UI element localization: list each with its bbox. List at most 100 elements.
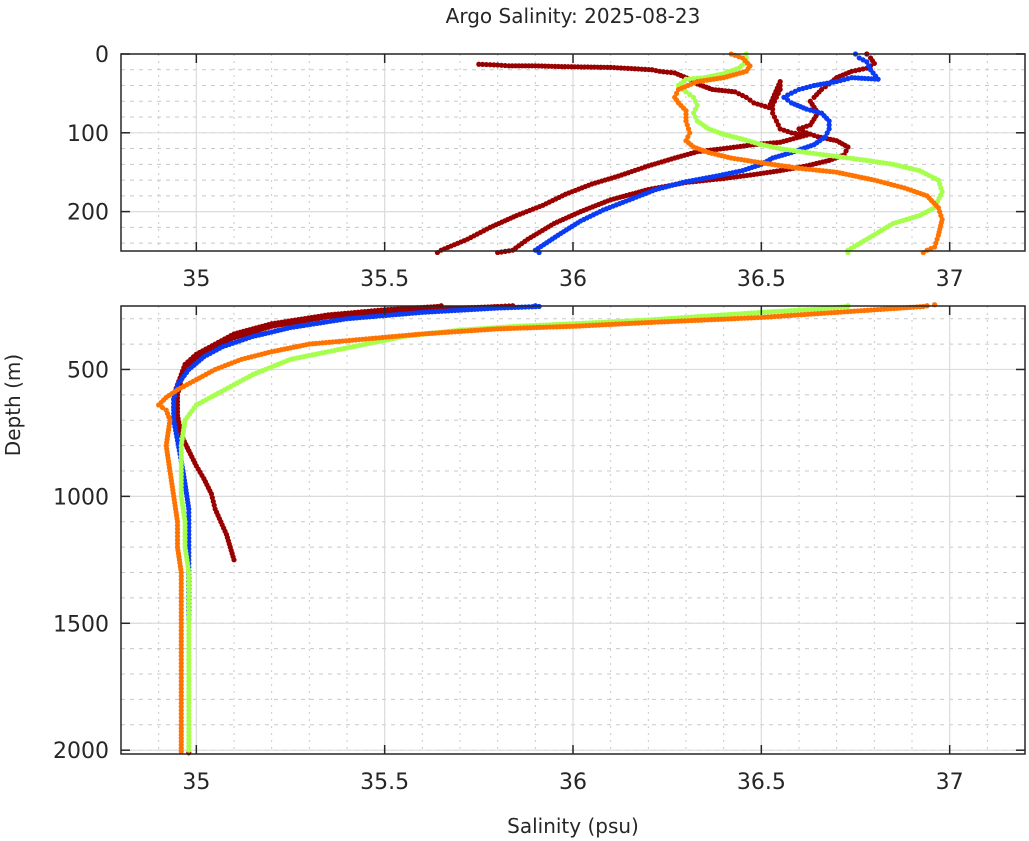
data-point bbox=[178, 678, 184, 684]
data-point bbox=[186, 448, 192, 454]
data-point bbox=[178, 595, 184, 601]
y-tick-label: 1000 bbox=[53, 485, 109, 510]
data-point bbox=[178, 472, 184, 478]
data-point bbox=[866, 63, 872, 69]
data-point bbox=[178, 671, 184, 677]
series-profile-dark-red-1 bbox=[434, 61, 810, 255]
data-point bbox=[186, 682, 192, 688]
data-point bbox=[186, 617, 192, 623]
data-point bbox=[186, 671, 192, 677]
data-point bbox=[773, 94, 780, 100]
data-point bbox=[186, 573, 192, 579]
data-point bbox=[771, 114, 778, 120]
data-point bbox=[178, 580, 184, 586]
data-point bbox=[186, 685, 192, 692]
data-point bbox=[178, 653, 184, 659]
series-profile-green bbox=[178, 303, 851, 753]
data-point bbox=[186, 693, 192, 699]
data-point bbox=[777, 82, 783, 89]
x-tick-label: 35.5 bbox=[360, 267, 409, 292]
data-point bbox=[186, 660, 192, 666]
data-point bbox=[178, 573, 184, 579]
data-point bbox=[178, 457, 184, 463]
data-point bbox=[770, 110, 776, 116]
data-point bbox=[178, 443, 184, 449]
series-profile-orange bbox=[672, 51, 945, 255]
data-point bbox=[935, 177, 941, 183]
data-point bbox=[186, 588, 192, 594]
data-point bbox=[178, 475, 184, 481]
series-group bbox=[156, 302, 938, 756]
x-tick-label: 36.5 bbox=[737, 770, 786, 795]
lower-data-points bbox=[156, 302, 938, 756]
data-point bbox=[182, 530, 188, 536]
data-point bbox=[178, 704, 184, 710]
data-point bbox=[174, 530, 181, 536]
data-point bbox=[178, 748, 184, 755]
data-point bbox=[687, 76, 693, 82]
upper-panel: 35 35.5 36 36.5 37 0 100 200 bbox=[67, 43, 1026, 292]
data-point bbox=[186, 642, 192, 648]
upper-grid bbox=[120, 53, 1026, 251]
data-point bbox=[178, 482, 184, 489]
data-point bbox=[174, 537, 181, 543]
data-point bbox=[811, 94, 817, 100]
lower-ticks: 35 35.5 36 36.5 37 500 1000 1500 2000 bbox=[53, 306, 1025, 795]
data-point bbox=[178, 656, 184, 663]
data-point bbox=[937, 209, 943, 215]
data-point bbox=[186, 646, 192, 652]
data-point bbox=[690, 75, 697, 82]
data-point bbox=[178, 667, 184, 674]
data-point bbox=[186, 609, 192, 616]
data-point bbox=[178, 490, 184, 496]
data-point bbox=[178, 693, 184, 699]
x-tick-label: 35 bbox=[182, 267, 210, 292]
data-point bbox=[687, 91, 693, 98]
data-point bbox=[843, 148, 849, 154]
data-point bbox=[770, 102, 776, 108]
data-point bbox=[178, 464, 184, 470]
y-axis-label: Depth (m) bbox=[1, 354, 25, 456]
data-point bbox=[182, 540, 188, 547]
data-point bbox=[178, 685, 184, 692]
data-point bbox=[178, 450, 184, 456]
data-point bbox=[186, 740, 192, 746]
data-point bbox=[824, 130, 830, 136]
data-point bbox=[178, 711, 184, 717]
data-point bbox=[182, 533, 188, 539]
data-point bbox=[186, 602, 192, 608]
data-point bbox=[186, 700, 192, 706]
data-point bbox=[186, 606, 192, 612]
data-point bbox=[826, 122, 832, 128]
data-point bbox=[186, 704, 192, 710]
data-point bbox=[178, 584, 184, 590]
data-point bbox=[174, 540, 181, 547]
x-tick-label: 37 bbox=[936, 770, 964, 795]
data-point bbox=[775, 90, 781, 96]
data-point bbox=[178, 479, 184, 485]
data-point bbox=[178, 446, 184, 452]
data-point bbox=[159, 404, 166, 411]
data-point bbox=[871, 60, 877, 67]
data-point bbox=[186, 664, 192, 670]
data-point bbox=[938, 185, 944, 191]
data-point bbox=[178, 617, 184, 623]
data-point bbox=[770, 106, 776, 112]
data-point bbox=[186, 631, 192, 637]
data-point bbox=[186, 513, 192, 519]
data-point bbox=[182, 537, 188, 543]
data-point bbox=[664, 69, 670, 75]
data-point bbox=[483, 61, 489, 68]
data-point bbox=[186, 506, 192, 512]
y-tick-label: 200 bbox=[67, 201, 109, 226]
data-point bbox=[178, 620, 184, 626]
data-point bbox=[684, 122, 690, 128]
x-tick-label: 35.5 bbox=[360, 770, 409, 795]
data-point bbox=[692, 98, 699, 104]
data-point bbox=[777, 78, 783, 85]
data-point bbox=[186, 675, 192, 681]
data-point bbox=[178, 453, 184, 460]
data-point bbox=[491, 62, 497, 68]
data-point bbox=[773, 118, 780, 124]
